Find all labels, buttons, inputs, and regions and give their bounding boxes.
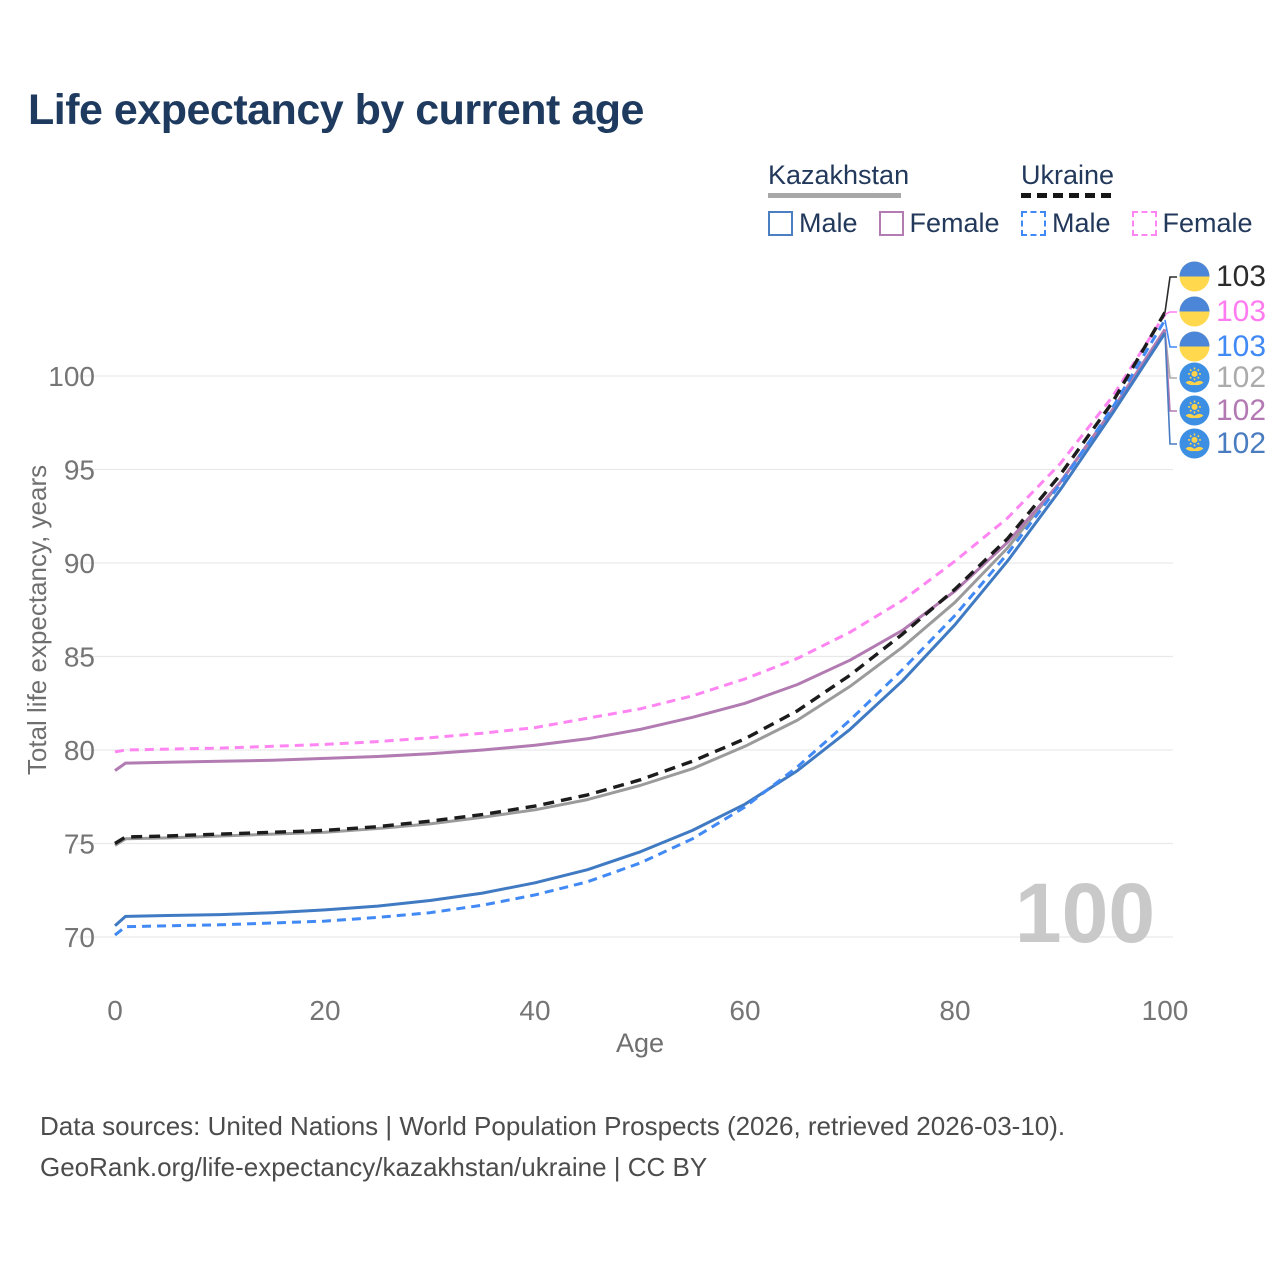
series-line-kz-female[interactable]: [114, 328, 1167, 772]
legend-item-label: Male: [1052, 208, 1111, 238]
y-axis-label: Total life expectancy, years: [22, 465, 52, 775]
series-line-ua-total[interactable]: [114, 311, 1167, 845]
end-label-ua-total: 103: [1179, 261, 1266, 292]
legend-item-kazakhstan-male[interactable]: Male: [768, 208, 858, 239]
ukraine-female-swatch-icon: [1131, 211, 1157, 236]
end-label-value: 103: [1216, 330, 1267, 363]
data-source-footer: Data sources: United Nations | World Pop…: [40, 1106, 1065, 1188]
legend-item-label: Male: [799, 208, 858, 238]
legend-group-ukraine: Ukraine Male Female: [1021, 160, 1253, 239]
y-tick-label: 95: [64, 455, 95, 486]
series-line-ua-female[interactable]: [114, 313, 1167, 754]
kazakhstan-flag-icon: [1179, 362, 1210, 393]
end-label-kz-total: 102: [1179, 362, 1266, 393]
x-tick-label: 20: [309, 995, 340, 1026]
y-tick-label: 75: [64, 829, 95, 860]
end-label-value: 102: [1216, 394, 1267, 427]
ukraine-flag-icon: [1179, 261, 1210, 292]
kazakhstan-line-sample: [768, 193, 901, 198]
x-tick-label: 40: [519, 995, 550, 1026]
end-label-value: 103: [1216, 260, 1267, 293]
legend-item-label: Female: [909, 208, 1000, 238]
end-label-leader-ua-male: [1164, 319, 1177, 348]
end-label-value: 102: [1216, 361, 1267, 394]
legend-country-kazakhstan[interactable]: Kazakhstan: [768, 160, 910, 190]
end-label-leader-ua-total: [1164, 276, 1177, 313]
legend-item-label: Female: [1162, 208, 1253, 238]
y-tick-label: 85: [64, 642, 95, 673]
end-label-ua-male: 103: [1179, 331, 1266, 362]
y-tick-label: 90: [64, 548, 95, 579]
x-tick-label: 60: [729, 995, 760, 1026]
end-label-leader-kz-male: [1164, 332, 1177, 445]
ukraine-flag-icon: [1179, 296, 1210, 327]
legend-country-ukraine[interactable]: Ukraine: [1021, 160, 1115, 190]
legend-item-kazakhstan-female[interactable]: Female: [878, 208, 1000, 239]
x-tick-label: 80: [939, 995, 970, 1026]
end-label-kz-male: 102: [1179, 428, 1266, 459]
end-label-leader-ua-female: [1164, 311, 1177, 316]
ukraine-line-sample: [1021, 193, 1111, 198]
legend-group-kazakhstan: Kazakhstan Male Female: [768, 160, 1000, 239]
legend-item-ukraine-male[interactable]: Male: [1021, 208, 1111, 239]
legend-item-ukraine-female[interactable]: Female: [1131, 208, 1253, 239]
end-label-value: 103: [1216, 295, 1267, 328]
y-tick-label: 80: [64, 735, 95, 766]
page-title: Life expectancy by current age: [28, 86, 644, 134]
kazakhstan-female-swatch-icon: [878, 211, 904, 236]
end-label-kz-female: 102: [1179, 395, 1266, 426]
x-axis-label: Age: [616, 1028, 664, 1058]
end-label-ua-female: 103: [1179, 296, 1266, 327]
footer-url-line: GeoRank.org/life-expectancy/kazakhstan/u…: [40, 1152, 708, 1182]
ukraine-male-swatch-icon: [1021, 211, 1046, 236]
ukraine-flag-icon: [1179, 331, 1210, 362]
x-tick-label: 100: [1142, 995, 1189, 1026]
y-tick-label: 100: [48, 361, 95, 392]
series-line-ua-male[interactable]: [114, 319, 1167, 937]
end-label-value: 102: [1216, 427, 1267, 460]
current-age-watermark: 100: [1015, 866, 1155, 960]
kazakhstan-male-swatch-icon: [768, 211, 793, 236]
y-tick-label: 70: [64, 922, 95, 953]
x-tick-label: 0: [107, 995, 123, 1026]
series-line-kz-total[interactable]: [114, 330, 1167, 847]
kazakhstan-flag-icon: [1179, 428, 1210, 459]
kazakhstan-flag-icon: [1179, 395, 1210, 426]
footer-sources-line: Data sources: United Nations | World Pop…: [40, 1111, 1066, 1141]
series-line-kz-male[interactable]: [113, 332, 1167, 927]
